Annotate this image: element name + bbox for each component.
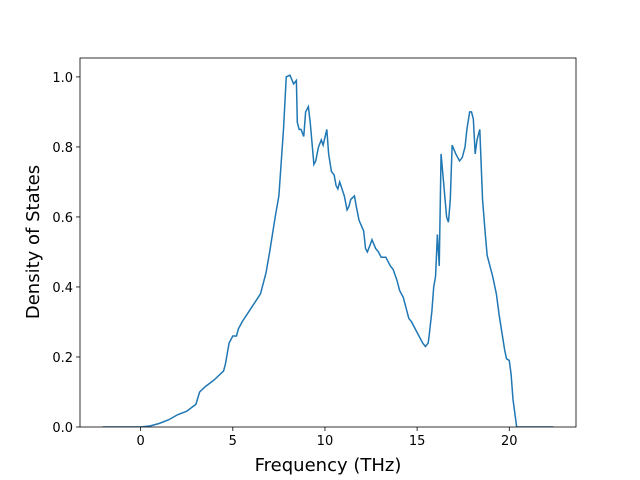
x-tick-label: 15 (409, 434, 426, 449)
y-tick-label: 0.6 (52, 211, 73, 226)
x-tick-label: 10 (317, 434, 334, 449)
data-line (102, 74, 554, 427)
x-tick-label: 5 (229, 434, 237, 449)
plot-frame (79, 57, 577, 428)
x-tick-label: 20 (501, 434, 518, 449)
y-tick-label: 0.0 (52, 421, 73, 436)
y-axis-label: Density of States (23, 165, 44, 319)
x-axis-label: Frequency (THz) (255, 455, 402, 476)
y-tick-label: 1.0 (52, 71, 73, 86)
x-tick-label: 0 (137, 434, 145, 449)
y-tick-label: 0.4 (52, 281, 73, 296)
y-tick-label: 0.8 (52, 141, 73, 156)
y-tick-label: 0.2 (52, 351, 73, 366)
